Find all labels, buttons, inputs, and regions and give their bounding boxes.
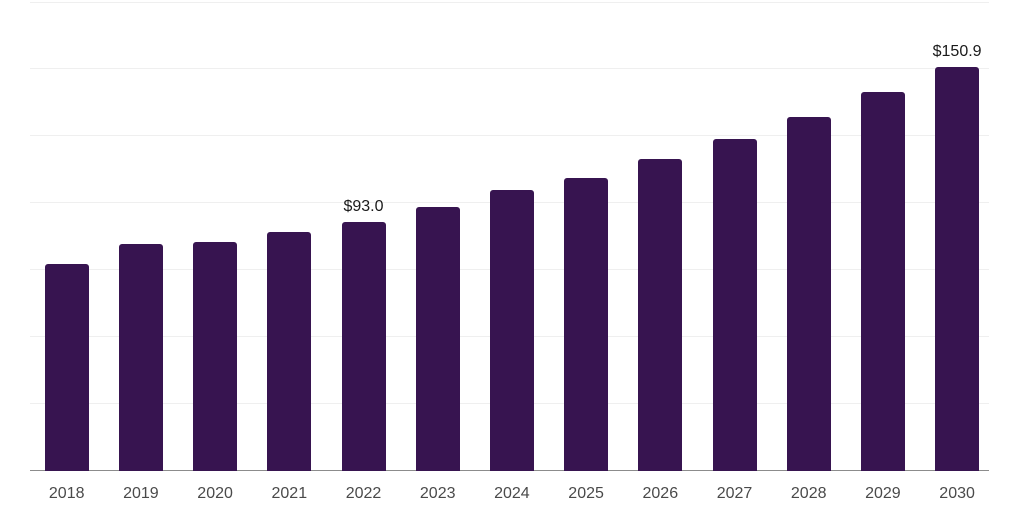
bar-2026 [638,159,683,471]
x-tick-label-2027: 2027 [716,484,753,502]
bar-2028 [786,117,831,471]
gridline-150 [30,68,989,70]
bar-2030 [935,66,980,471]
x-tick-label-2020: 2020 [197,484,233,502]
x-tick-label-2018: 2018 [48,484,85,502]
x-axis-line [30,470,989,471]
x-tick-label-2029: 2029 [865,484,901,502]
gridline-125 [30,135,989,137]
x-tick-label-2019: 2019 [123,484,159,502]
x-tick-label-2024: 2024 [494,484,530,502]
x-tick-label-2023: 2023 [419,484,456,502]
bar-2029 [860,91,905,471]
x-tick-label-2026: 2026 [642,484,679,502]
gridline-175 [30,1,989,3]
bar-2027 [712,139,757,471]
bar-2022 [341,221,386,471]
x-tick-label-2028: 2028 [790,484,827,502]
x-tick-label-2025: 2025 [568,484,604,502]
x-tick-label-2022: 2022 [345,484,382,502]
bar-2020 [193,242,238,471]
bar-2019 [118,244,163,471]
x-tick-label-2021: 2021 [271,484,308,502]
data-label-2022: $93.0 [343,197,384,215]
bar-2024 [489,190,534,471]
data-label-2030: $150.9 [932,42,982,60]
bar-2018 [44,264,89,471]
bar-2021 [267,232,312,471]
bar-2023 [415,207,460,471]
x-tick-label-2030: 2030 [939,484,975,502]
bar-2025 [564,177,609,471]
